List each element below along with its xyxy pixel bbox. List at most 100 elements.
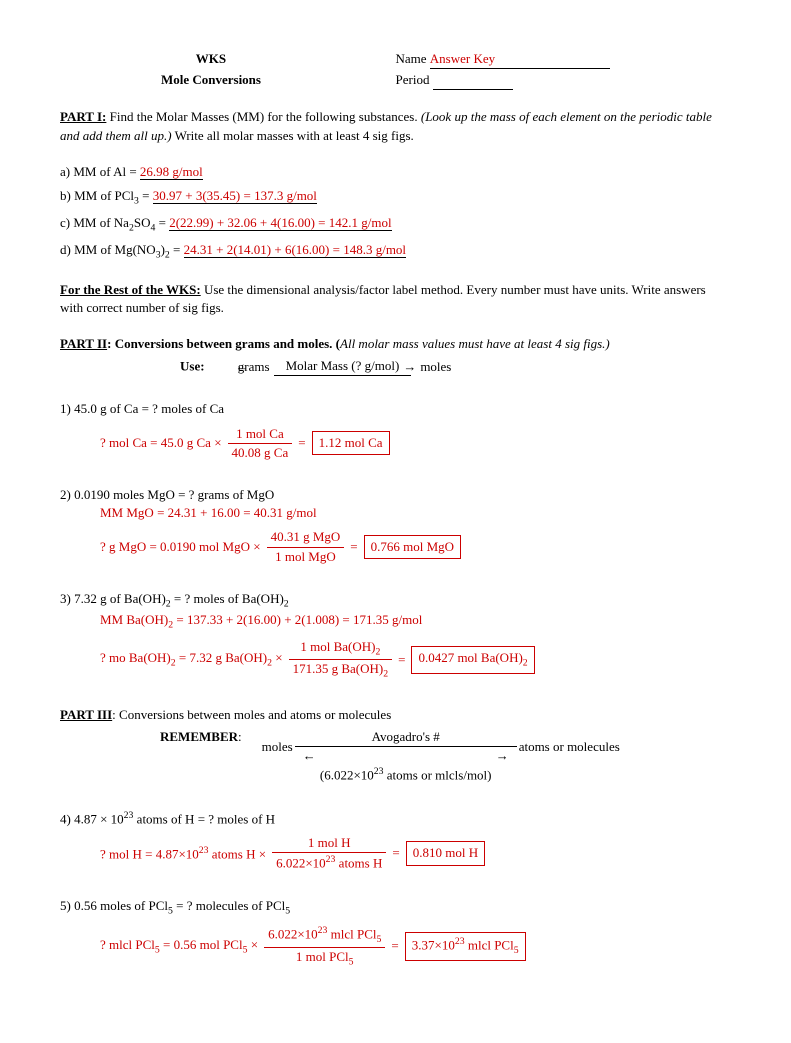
remember-label: REMEMBER	[160, 728, 238, 746]
q1-work: ? mol Ca = 45.0 g Ca × 1 mol Ca 40.08 g …	[100, 425, 731, 462]
q4-work: ? mol H = 4.87×1023 atoms H × 1 mol H 6.…	[100, 834, 731, 873]
q3-den: 171.35 g Ba(OH)2	[289, 660, 393, 681]
q3-answer: 0.0427 mol Ba(OH)2	[411, 646, 534, 673]
q2-lhs: ? g MgO = 0.0190 mol MgO ×	[100, 538, 261, 556]
q4-num: 1 mol H	[272, 834, 386, 853]
moles-label: moles	[420, 358, 451, 376]
q2-label: 2) 0.0190 moles MgO = ? grams of MgO	[60, 486, 731, 504]
d-eq: =	[170, 242, 184, 257]
part3-heading: PART III	[60, 707, 112, 722]
wks-label: WKS	[60, 50, 362, 69]
q4-frac: 1 mol H 6.022×1023 atoms H	[272, 834, 386, 873]
name-label: Name	[396, 51, 427, 66]
d-label: d) MM of Mg(NO	[60, 242, 156, 257]
q4-label-b: atoms of H = ? moles of H	[133, 811, 275, 826]
b-eq: =	[139, 188, 153, 203]
question-2: 2) 0.0190 moles MgO = ? grams of MgO MM …	[60, 486, 731, 566]
q3-label-b: = ? moles of Ba(OH)	[171, 591, 284, 606]
period-label: Period	[396, 72, 430, 87]
q3-frac: 1 mol Ba(OH)2 171.35 g Ba(OH)2	[289, 638, 393, 681]
q5-lhs: ? mlcl PCl5 = 0.56 mol PCl5 ×	[100, 936, 258, 957]
q1-frac: 1 mol Ca 40.08 g Ca	[228, 425, 293, 462]
b-answer: 30.97 + 3(35.45) = 137.3 g/mol	[153, 188, 317, 204]
part3-heading2: : Conversions between moles and atoms or…	[112, 707, 391, 722]
rest-section: For the Rest of the WKS: Use the dimensi…	[60, 281, 731, 317]
q4-label-a: 4) 4.87 × 10	[60, 811, 124, 826]
part1-heading: PART I:	[60, 109, 106, 124]
use-label: Use:	[180, 359, 205, 374]
part1-items: a) MM of Al = 26.98 g/mol b) MM of PCl3 …	[60, 163, 731, 263]
q3-label: 3) 7.32 g of Ba(OH)2 = ? moles of Ba(OH)…	[60, 590, 731, 611]
d-answer: 24.31 + 2(14.01) + 6(16.00) = 148.3 g/mo…	[184, 242, 406, 258]
atoms-label: atoms or molecules	[519, 738, 620, 756]
q1-lhs: ? mol Ca = 45.0 g Ca ×	[100, 434, 222, 452]
q5-label: 5) 0.56 moles of PCl5 = ? molecules of P…	[60, 897, 731, 918]
part2: PART II: Conversions between grams and m…	[60, 335, 731, 376]
q2-frac: 40.31 g MgO 1 mol MgO	[267, 528, 345, 565]
c-answer: 2(22.99) + 32.06 + 4(16.00) = 142.1 g/mo…	[169, 215, 391, 231]
q5-answer: 3.37×1023 mlcl PCl5	[405, 932, 526, 961]
part2-use-row: Use: grams Molar Mass (? g/mol) ←→ moles	[180, 357, 731, 376]
q5-eq: =	[391, 937, 398, 955]
q3-mm-b: = 137.33 + 2(16.00) + 2(1.008) = 171.35 …	[173, 612, 422, 627]
q2-eq: =	[350, 538, 357, 556]
question-4: 4) 4.87 × 1023 atoms of H = ? moles of H…	[60, 809, 731, 873]
q1-eq: =	[298, 434, 305, 452]
q3-eq: =	[398, 651, 405, 669]
q3-mm-a: MM Ba(OH)	[100, 612, 168, 627]
q5-num: 6.022×1023 mlcl PCl5	[264, 924, 385, 948]
q3-mm: MM Ba(OH)2 = 137.33 + 2(16.00) + 2(1.008…	[100, 611, 731, 632]
question-1: 1) 45.0 g of Ca = ? moles of Ca ? mol Ca…	[60, 400, 731, 462]
part1: PART I: Find the Molar Masses (MM) for t…	[60, 108, 731, 144]
item-a: a) MM of Al = 26.98 g/mol	[60, 163, 731, 181]
q2-den: 1 mol MgO	[267, 548, 345, 566]
q4-eq: =	[392, 844, 399, 862]
q5-label-b: = ? molecules of PCl	[173, 898, 285, 913]
q2-mm: MM MgO = 24.31 + 16.00 = 40.31 g/mol	[100, 504, 731, 522]
avogadro-label: Avogadro's #	[352, 728, 460, 746]
q1-den: 40.08 g Ca	[228, 444, 293, 462]
header-row-2: Mole Conversions Period	[60, 71, 731, 90]
item-d: d) MM of Mg(NO3)2 = 24.31 + 2(14.01) + 6…	[60, 241, 731, 262]
q5-frac: 6.022×1023 mlcl PCl5 1 mol PCl5	[264, 924, 385, 969]
q2-work: ? g MgO = 0.0190 mol MgO × 40.31 g MgO 1…	[100, 528, 731, 565]
b-label: b) MM of PCl	[60, 188, 134, 203]
q5-work: ? mlcl PCl5 = 0.56 mol PCl5 × 6.022×1023…	[100, 924, 731, 969]
rest-heading: For the Rest of the WKS:	[60, 282, 201, 297]
title: Mole Conversions	[60, 71, 362, 90]
q5-label-a: 5) 0.56 moles of PCl	[60, 898, 168, 913]
q1-num: 1 mol Ca	[228, 425, 293, 444]
avogadro-value: (6.022×1023 atoms or mlcls/mol)	[320, 765, 492, 785]
part2-heading: PART II	[60, 336, 107, 351]
q5-den: 1 mol PCl5	[264, 948, 385, 969]
c-eq: =	[155, 215, 169, 230]
question-3: 3) 7.32 g of Ba(OH)2 = ? moles of Ba(OH)…	[60, 590, 731, 682]
item-b: b) MM of PCl3 = 30.97 + 3(35.45) = 137.3…	[60, 187, 731, 208]
header-row-1: WKS Name Answer Key	[60, 50, 731, 69]
part3-remember-row: REMEMBER: moles Avogadro's # ←→ (6.022×1…	[160, 728, 731, 785]
c-label: c) MM of Na	[60, 215, 129, 230]
q1-label: 1) 45.0 g of Ca = ? moles of Ca	[60, 400, 731, 418]
q4-answer: 0.810 mol H	[406, 841, 485, 865]
moles-label-2: moles	[262, 738, 293, 756]
q3-num: 1 mol Ba(OH)2	[289, 638, 393, 660]
q1-answer: 1.12 mol Ca	[312, 431, 390, 455]
q3-work: ? mo Ba(OH)2 = 7.32 g Ba(OH)2 × 1 mol Ba…	[100, 638, 731, 681]
q4-label: 4) 4.87 × 1023 atoms of H = ? moles of H	[60, 809, 731, 829]
q3-label-a: 3) 7.32 g of Ba(OH)	[60, 591, 166, 606]
a-label: a) MM of Al =	[60, 164, 140, 179]
q2-num: 40.31 g MgO	[267, 528, 345, 547]
molar-mass-label: Molar Mass (? g/mol)	[274, 357, 412, 376]
q3-lhs: ? mo Ba(OH)2 = 7.32 g Ba(OH)2 ×	[100, 649, 283, 670]
period-field: Period	[396, 71, 732, 90]
q2-answer: 0.766 mol MgO	[364, 535, 461, 559]
name-field: Name Answer Key	[396, 50, 732, 69]
part3: PART III: Conversions between moles and …	[60, 706, 731, 785]
part2-italic: All molar mass values must have at least…	[340, 336, 610, 351]
q4-lhs: ? mol H = 4.87×1023 atoms H ×	[100, 844, 266, 864]
part1-text1: Find the Molar Masses (MM) for the follo…	[110, 109, 421, 124]
c-mid: SO	[134, 215, 151, 230]
q4-den: 6.022×1023 atoms H	[272, 853, 386, 873]
part2-heading2: : Conversions between grams and moles. (	[107, 336, 340, 351]
part1-text3: Write all molar masses with at least 4 s…	[175, 128, 414, 143]
